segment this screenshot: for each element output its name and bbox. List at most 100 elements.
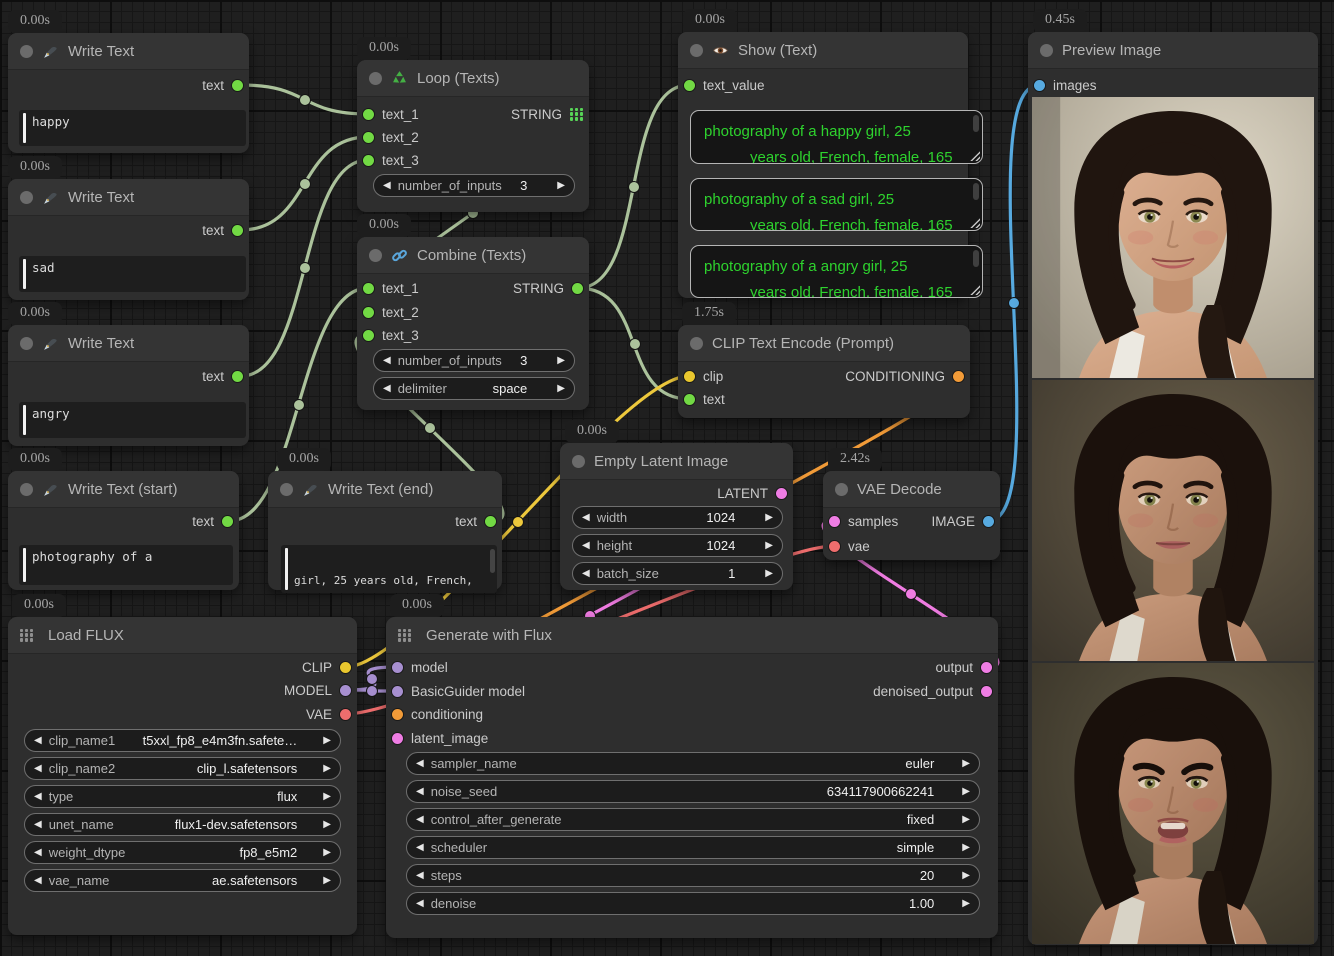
collapse-dot[interactable]	[20, 482, 33, 496]
node-header[interactable]: CLIP Text Encode (Prompt)	[678, 325, 970, 362]
increment-arrow-icon[interactable]: ▶	[962, 786, 970, 797]
input-dot-latent-image[interactable]	[392, 732, 403, 744]
decrement-arrow-icon[interactable]: ◀	[582, 568, 590, 579]
increment-arrow-icon[interactable]: ▶	[962, 758, 970, 769]
delimiter-widget[interactable]: ◀ delimiter space ▶	[373, 377, 575, 400]
text-widget[interactable]: girl, 25 years old, French, female, 165 …	[281, 545, 497, 593]
type-widget[interactable]: ◀ type flux ▶	[24, 785, 341, 808]
node-header[interactable]: Empty Latent Image	[560, 443, 793, 480]
decrement-arrow-icon[interactable]: ◀	[34, 763, 42, 774]
increment-arrow-icon[interactable]: ▶	[323, 735, 331, 746]
decrement-arrow-icon[interactable]: ◀	[383, 383, 391, 394]
collapse-dot[interactable]	[690, 336, 703, 350]
collapse-dot[interactable]	[572, 454, 585, 468]
text-widget[interactable]: sad	[19, 256, 246, 292]
denoise-widget[interactable]: ◀ denoise 1.00 ▶	[406, 892, 980, 915]
show-text-box-sad[interactable]: photography of a sad girl, 25 years old,…	[690, 178, 983, 231]
decrement-arrow-icon[interactable]: ◀	[34, 791, 42, 802]
collapse-dot[interactable]	[20, 336, 33, 350]
box-scrollbar[interactable]	[973, 183, 979, 200]
noise-seed-widget[interactable]: ◀ noise_seed 634117900662241 ▶	[406, 780, 980, 803]
output-dot-model[interactable]	[340, 684, 351, 696]
number-of-inputs-widget[interactable]: ◀ number_of_inputs 3 ▶	[373, 349, 575, 372]
collapse-dot[interactable]	[280, 482, 293, 496]
increment-arrow-icon[interactable]: ▶	[557, 355, 565, 366]
input-dot-text3[interactable]	[363, 154, 374, 166]
input-dot-vae[interactable]	[829, 540, 840, 552]
input-dot-text1[interactable]	[363, 282, 374, 294]
input-dot-model[interactable]	[392, 661, 403, 673]
decrement-arrow-icon[interactable]: ◀	[582, 512, 590, 523]
width-widget[interactable]: ◀ width 1024 ▶	[572, 506, 783, 529]
output-dot-text[interactable]	[232, 224, 243, 236]
node-write-text-start[interactable]: 0.00s Write Text (start) text photograph…	[8, 448, 239, 590]
text-widget[interactable]: happy	[19, 110, 246, 146]
node-header[interactable]: Write Text (end)	[268, 471, 502, 508]
decrement-arrow-icon[interactable]: ◀	[34, 819, 42, 830]
increment-arrow-icon[interactable]: ▶	[323, 847, 331, 858]
scheduler-widget[interactable]: ◀ scheduler simple ▶	[406, 836, 980, 859]
decrement-arrow-icon[interactable]: ◀	[582, 540, 590, 551]
box-scrollbar[interactable]	[973, 250, 979, 267]
output-dot-text[interactable]	[485, 515, 496, 527]
control-after-generate-widget[interactable]: ◀ control_after_generate fixed ▶	[406, 808, 980, 831]
node-header[interactable]: Loop (Texts)	[357, 60, 589, 97]
decrement-arrow-icon[interactable]: ◀	[34, 847, 42, 858]
batch-size-widget[interactable]: ◀ batch_size 1 ▶	[572, 562, 783, 585]
input-dot-text[interactable]	[684, 393, 695, 405]
collapse-dot[interactable]	[690, 43, 703, 57]
node-header[interactable]: Write Text	[8, 179, 249, 216]
collapse-dot[interactable]	[1040, 43, 1053, 57]
collapse-dot[interactable]	[369, 248, 382, 262]
node-clip-text-encode[interactable]: 1.75s CLIP Text Encode (Prompt) clip tex…	[678, 302, 970, 418]
height-widget[interactable]: ◀ height 1024 ▶	[572, 534, 783, 557]
node-header[interactable]: Write Text	[8, 325, 249, 362]
node-header[interactable]: Preview Image	[1028, 32, 1318, 69]
resize-handle-icon[interactable]	[970, 218, 980, 228]
unet-name-widget[interactable]: ◀ unet_name flux1-dev.safetensors ▶	[24, 813, 341, 836]
increment-arrow-icon[interactable]: ▶	[962, 842, 970, 853]
increment-arrow-icon[interactable]: ▶	[765, 512, 773, 523]
node-header[interactable]: Write Text	[8, 33, 249, 70]
decrement-arrow-icon[interactable]: ◀	[416, 870, 424, 881]
increment-arrow-icon[interactable]: ▶	[765, 568, 773, 579]
collapse-dot[interactable]	[369, 71, 382, 85]
node-vae-decode[interactable]: 2.42s VAE Decode samples vae IMAGE	[823, 448, 1000, 560]
output-dot-denoised-output[interactable]	[981, 685, 992, 697]
decrement-arrow-icon[interactable]: ◀	[383, 355, 391, 366]
node-header[interactable]: Combine (Texts)	[357, 237, 589, 274]
sampler-name-widget[interactable]: ◀ sampler_name euler ▶	[406, 752, 980, 775]
decrement-arrow-icon[interactable]: ◀	[416, 814, 424, 825]
increment-arrow-icon[interactable]: ▶	[557, 383, 565, 394]
increment-arrow-icon[interactable]: ▶	[323, 819, 331, 830]
output-dot-vae[interactable]	[340, 708, 351, 720]
node-header[interactable]: Load FLUX	[8, 617, 357, 654]
input-dot-text2[interactable]	[363, 306, 374, 318]
input-dot-text2[interactable]	[363, 131, 374, 143]
input-dot-samples[interactable]	[829, 515, 840, 527]
increment-arrow-icon[interactable]: ▶	[323, 763, 331, 774]
text-widget[interactable]: photography of a	[19, 545, 233, 585]
increment-arrow-icon[interactable]: ▶	[557, 180, 565, 191]
node-write-text-end[interactable]: 0.00s Write Text (end) text girl, 25 yea…	[268, 448, 502, 593]
node-header[interactable]: VAE Decode	[823, 471, 1000, 508]
decrement-arrow-icon[interactable]: ◀	[416, 758, 424, 769]
list-output-grid-icon[interactable]	[570, 107, 583, 121]
increment-arrow-icon[interactable]: ▶	[962, 870, 970, 881]
clip-name2-widget[interactable]: ◀ clip_name2 clip_l.safetensors ▶	[24, 757, 341, 780]
input-dot-text3[interactable]	[363, 329, 374, 341]
node-write-text-angry[interactable]: 0.00s Write Text text angry	[8, 302, 249, 446]
output-dot-text[interactable]	[232, 370, 243, 382]
input-dot-clip[interactable]	[684, 370, 695, 382]
increment-arrow-icon[interactable]: ▶	[765, 540, 773, 551]
node-load-flux[interactable]: 0.00s Load FLUX CLIP MODEL VAE ◀ clip_na…	[8, 594, 357, 935]
node-combine-texts[interactable]: 0.00s Combine (Texts) text_1 text_2 text…	[357, 214, 589, 410]
output-dot-conditioning[interactable]	[953, 370, 964, 382]
decrement-arrow-icon[interactable]: ◀	[34, 735, 42, 746]
node-write-text-happy[interactable]: 0.00s Write Text text happy	[8, 10, 249, 153]
increment-arrow-icon[interactable]: ▶	[962, 814, 970, 825]
output-dot-clip[interactable]	[340, 661, 351, 673]
decrement-arrow-icon[interactable]: ◀	[34, 875, 42, 886]
node-loop-texts[interactable]: 0.00s Loop (Texts) text_1 text_2 text_3 …	[357, 37, 589, 212]
